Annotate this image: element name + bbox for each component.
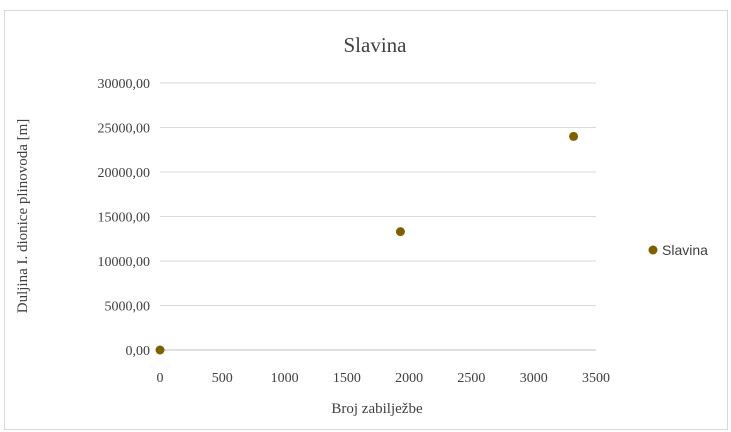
- gridlines: [160, 82, 596, 306]
- x-tick-label: 3500: [582, 371, 610, 386]
- y-tick-label: 25000,00: [98, 122, 151, 137]
- x-axis-title: Broj zabilježbe: [331, 401, 423, 417]
- data-point-0-1: [395, 227, 405, 237]
- chart-area: [4, 10, 728, 430]
- y-tick-label: 15000,00: [98, 211, 151, 226]
- y-tick-label: 5000,00: [105, 300, 151, 315]
- x-tick-label: 1500: [333, 371, 361, 386]
- x-axis-ticks: 0 500 1000 1500 2000 2500 3000 3500: [157, 371, 611, 386]
- y-tick-label: 30000,00: [98, 77, 151, 92]
- x-tick-label: 2000: [395, 371, 423, 386]
- y-tick-label: 20000,00: [98, 166, 151, 181]
- y-axis-title: Duljina I. dionice plinovoda [m]: [15, 119, 31, 314]
- x-tick-label: 1000: [271, 371, 299, 386]
- legend-marker-slavina: [648, 245, 658, 255]
- data-point-0-0: [155, 345, 165, 355]
- data-point-0-2: [569, 131, 579, 141]
- x-tick-label: 2500: [457, 371, 485, 386]
- x-tick-label: 0: [157, 371, 164, 386]
- y-axis-ticks: 0,00 5000,00 10000,00 15000,00 20000,00 25000…: [98, 77, 151, 359]
- x-tick-label: 3000: [520, 371, 548, 386]
- y-tick-label: 10000,00: [98, 255, 151, 270]
- data-points: [155, 131, 579, 355]
- y-tick-label: 0,00: [126, 344, 151, 359]
- x-tick-label: 500: [212, 371, 233, 386]
- legend-label-slavina: Slavina: [662, 242, 708, 258]
- legend: Slavina: [648, 242, 708, 258]
- chart-title: Slavina: [344, 33, 408, 57]
